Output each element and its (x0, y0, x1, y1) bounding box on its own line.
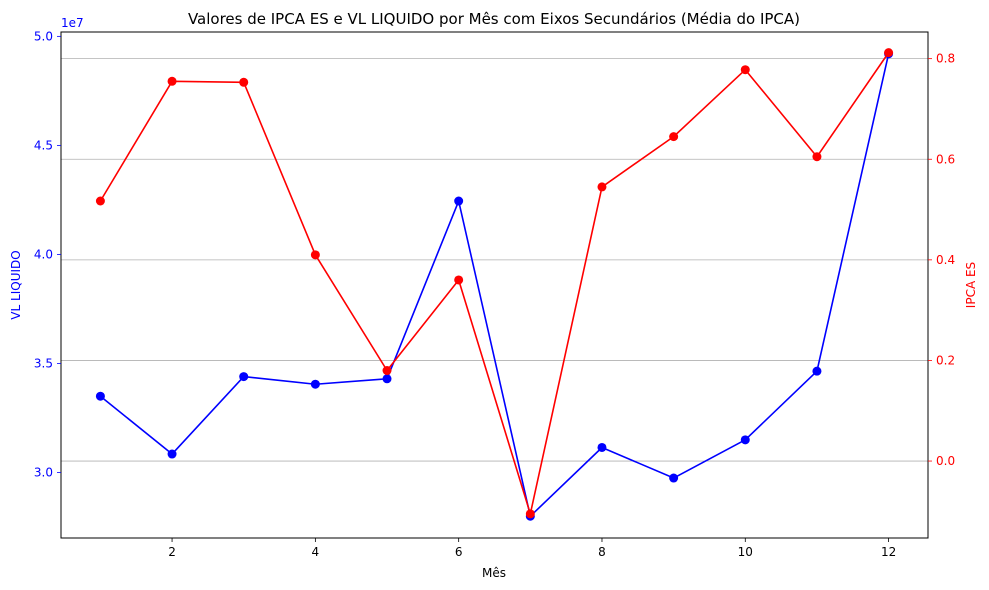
data-point-right (310, 250, 320, 260)
data-point-left (382, 374, 392, 384)
x-tick-label: 4 (312, 545, 320, 559)
data-point-right (884, 48, 894, 58)
x-axis: 2 4 6 8 10 12 (168, 538, 896, 559)
data-point-right (525, 509, 535, 519)
y-axis-right-title: IPCA ES (964, 262, 978, 308)
data-point-right (167, 76, 177, 86)
y-axis-right: 0.0 0.2 0.4 0.6 0.8 (928, 52, 955, 468)
plot-frame (60, 31, 929, 539)
y-right-tick-label: 0.0 (936, 454, 955, 468)
y-right-tick-label: 0.2 (936, 353, 955, 367)
x-tick-label: 6 (455, 545, 463, 559)
y-axis-left: 3.0 3.5 4.0 4.5 5.0 (34, 29, 61, 480)
left-axis-offset-text: 1e7 (61, 16, 84, 30)
series-layer (95, 48, 894, 521)
x-axis-title: Mês (482, 566, 506, 580)
y-right-tick-label: 0.6 (936, 152, 955, 166)
data-point-right (454, 275, 464, 285)
y-left-tick-label: 5.0 (34, 29, 53, 43)
data-point-left (454, 196, 464, 206)
series-line-right (99, 52, 890, 515)
data-point-right (95, 196, 105, 206)
x-tick-label: 10 (738, 545, 753, 559)
grid-lines (61, 58, 928, 462)
y-left-tick-label: 3.0 (34, 466, 53, 480)
data-point-left (239, 372, 249, 382)
data-point-left (669, 473, 679, 483)
data-point-left (310, 379, 320, 389)
data-point-right (669, 132, 679, 142)
data-point-left (812, 366, 822, 376)
data-point-left (740, 435, 750, 445)
x-tick-label: 2 (168, 545, 176, 559)
x-tick-label: 12 (881, 545, 896, 559)
y-axis-left-title: VL LIQUIDO (9, 250, 23, 319)
data-point-right (740, 65, 750, 75)
y-left-tick-label: 3.5 (34, 357, 53, 371)
data-point-right (812, 152, 822, 162)
y-right-tick-label: 0.8 (936, 52, 955, 66)
data-point-left (167, 449, 177, 459)
data-point-right (597, 182, 607, 192)
y-left-tick-label: 4.5 (34, 138, 53, 152)
data-point-left (95, 391, 105, 401)
series-line-left (99, 53, 890, 517)
y-right-tick-label: 0.4 (936, 253, 955, 267)
data-point-right (239, 77, 249, 87)
data-point-right (382, 366, 392, 376)
y-left-tick-label: 4.0 (34, 247, 53, 261)
x-tick-label: 8 (598, 545, 606, 559)
data-point-left (597, 442, 607, 452)
chart-title: Valores de IPCA ES e VL LIQUIDO por Mês … (188, 10, 800, 28)
